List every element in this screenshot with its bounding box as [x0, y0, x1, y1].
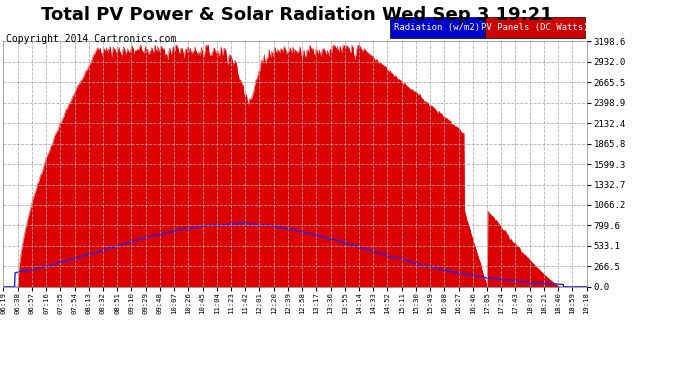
Text: PV Panels (DC Watts): PV Panels (DC Watts) [482, 23, 589, 32]
Text: Total PV Power & Solar Radiation Wed Sep 3 19:21: Total PV Power & Solar Radiation Wed Sep… [41, 6, 553, 24]
Text: Radiation (w/m2): Radiation (w/m2) [395, 23, 480, 32]
Text: Copyright 2014 Cartronics.com: Copyright 2014 Cartronics.com [6, 34, 176, 44]
